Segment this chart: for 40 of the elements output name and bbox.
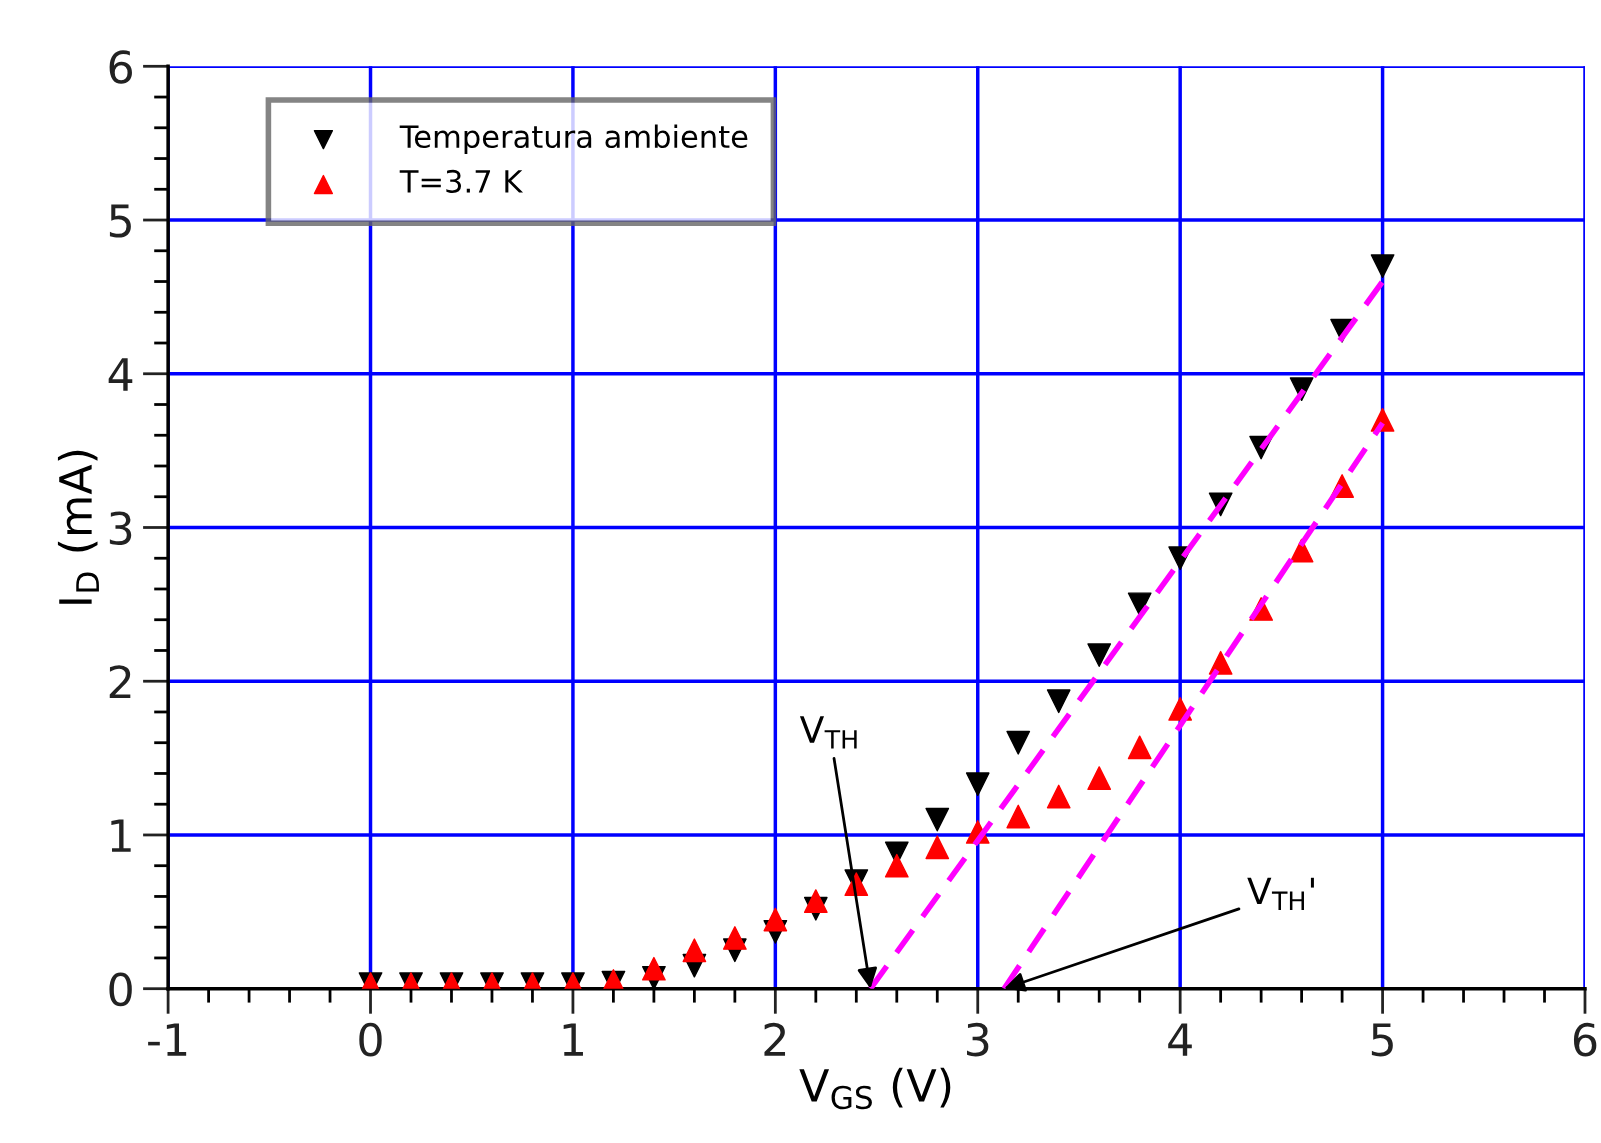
x-tick-label: 0 xyxy=(359,1022,382,1057)
y-tick-label: 3 xyxy=(109,511,132,546)
x-tick-label: 5 xyxy=(1371,1023,1393,1057)
point xyxy=(965,772,990,797)
x-tick-label: 6 xyxy=(1573,1022,1597,1057)
point xyxy=(1208,650,1233,675)
y-tick-label: 5 xyxy=(109,204,131,238)
point xyxy=(642,956,666,981)
point xyxy=(682,938,707,963)
annotation: V$_{TH}$' xyxy=(1247,877,1314,911)
point xyxy=(925,807,950,832)
y-tick-label: 0 xyxy=(109,972,132,1007)
x-tick-label: 4 xyxy=(1168,1023,1192,1056)
point xyxy=(1006,804,1031,829)
x-tick-label: 3 xyxy=(967,1022,989,1057)
point xyxy=(884,853,909,878)
y-tick-label: 2 xyxy=(109,665,131,699)
point xyxy=(1127,592,1152,617)
point xyxy=(1006,730,1031,755)
y-tick-label: 1 xyxy=(111,819,131,852)
point xyxy=(722,926,747,950)
x-tick-label: 1 xyxy=(563,1023,583,1056)
y-tick-label: 6 xyxy=(109,50,132,84)
point xyxy=(1087,643,1112,667)
point xyxy=(1087,766,1112,790)
point xyxy=(925,835,950,860)
point xyxy=(1370,254,1395,279)
legend-label: T=3.7 K xyxy=(399,169,524,193)
legend-label: Temperatura ambiente xyxy=(399,124,748,155)
y-tick-label: 4 xyxy=(108,358,133,391)
point xyxy=(803,889,828,913)
y-axis-title: I$_{D}$ (mA) xyxy=(57,450,99,604)
x-tick-label: -1 xyxy=(148,1023,187,1056)
point xyxy=(1127,735,1152,760)
point xyxy=(763,907,788,932)
annotation: V$_{TH}$ xyxy=(799,716,857,749)
point xyxy=(1046,689,1071,714)
x-axis-title: V$_{GS}$ (V) xyxy=(799,1067,951,1110)
x-tick-label: 2 xyxy=(764,1022,786,1056)
point xyxy=(1046,784,1071,809)
